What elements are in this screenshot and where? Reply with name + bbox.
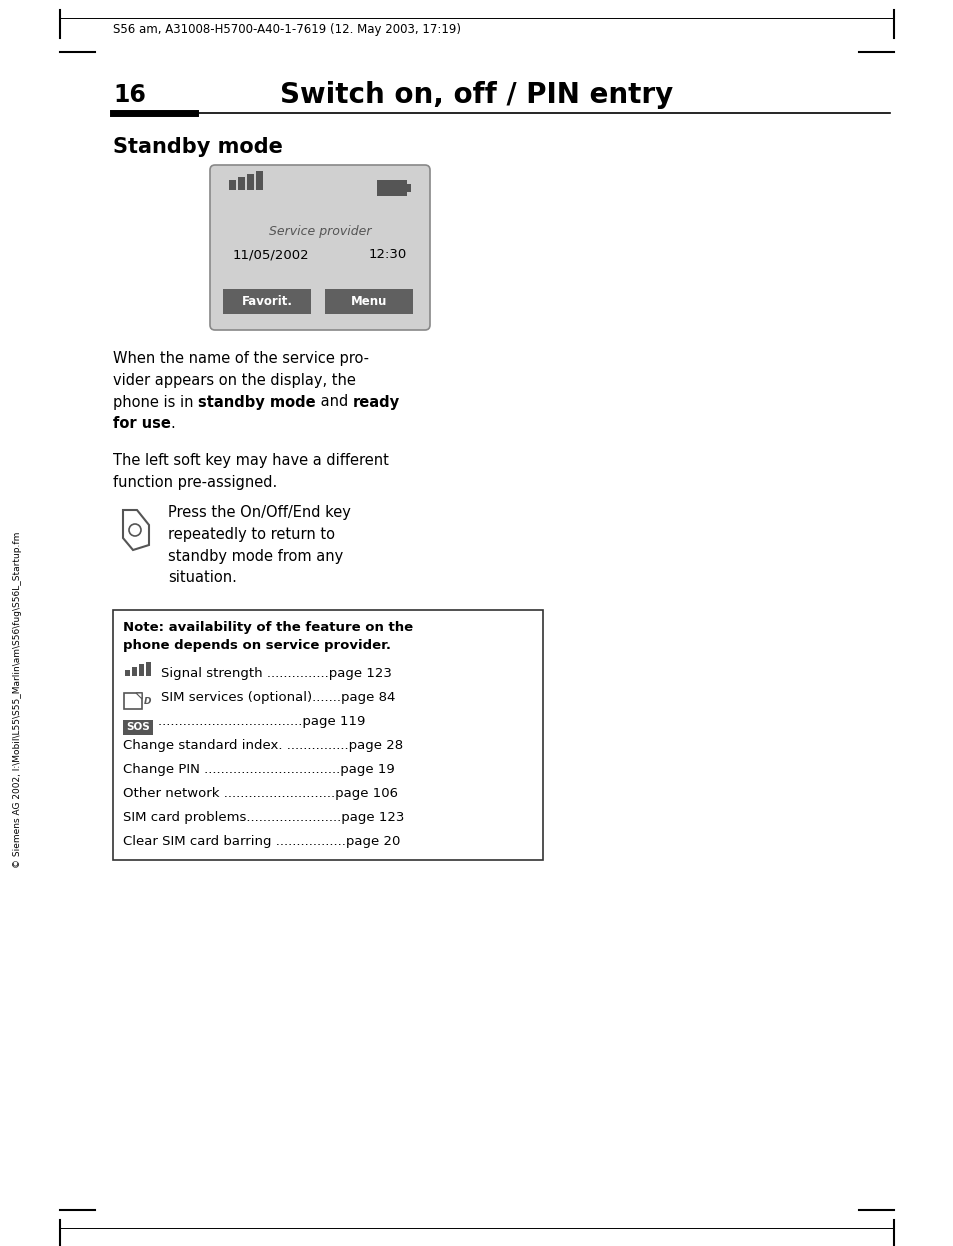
Text: © Siemens AG 2002, I:\Mobil\L55\S55_Marlin\am\S56\fug\S56L_Startup.fm: © Siemens AG 2002, I:\Mobil\L55\S55_Marl… <box>13 532 23 868</box>
Text: SIM card problems.......................page 123: SIM card problems.......................… <box>123 810 404 824</box>
Text: for use: for use <box>112 416 171 431</box>
FancyBboxPatch shape <box>112 611 542 860</box>
Text: ready: ready <box>353 395 399 410</box>
Bar <box>223 289 311 314</box>
Bar <box>237 177 245 189</box>
Bar <box>247 174 253 189</box>
Text: situation.: situation. <box>168 571 236 586</box>
Bar <box>124 693 142 709</box>
Text: 16: 16 <box>112 83 146 107</box>
Text: D: D <box>144 697 152 705</box>
Text: function pre-assigned.: function pre-assigned. <box>112 475 277 490</box>
Text: The left soft key may have a different: The left soft key may have a different <box>112 452 389 467</box>
Bar <box>376 179 407 196</box>
Text: standby mode: standby mode <box>198 395 315 410</box>
Text: Signal strength ...............page 123: Signal strength ...............page 123 <box>161 667 392 679</box>
Text: When the name of the service pro-: When the name of the service pro- <box>112 350 369 365</box>
Text: 11/05/2002: 11/05/2002 <box>233 248 310 262</box>
Text: phone is in: phone is in <box>112 395 198 410</box>
Text: repeatedly to return to: repeatedly to return to <box>168 527 335 542</box>
Text: Change PIN .................................page 19: Change PIN .............................… <box>123 763 395 775</box>
Text: ...................................page 119: ...................................page … <box>158 714 365 728</box>
Text: Service provider: Service provider <box>269 226 371 238</box>
Text: Note: availability of the feature on the: Note: availability of the feature on the <box>123 622 413 634</box>
Bar <box>255 171 263 189</box>
Text: Clear SIM card barring .................page 20: Clear SIM card barring .................… <box>123 835 400 847</box>
Text: S56 am, A31008-H5700-A40-1-7619 (12. May 2003, 17:19): S56 am, A31008-H5700-A40-1-7619 (12. May… <box>112 24 460 36</box>
Text: SOS: SOS <box>126 723 150 733</box>
Text: Change standard index. ...............page 28: Change standard index. ...............pa… <box>123 739 403 751</box>
Text: 12:30: 12:30 <box>369 248 407 262</box>
Text: Other network ...........................page 106: Other network ..........................… <box>123 786 397 800</box>
Bar <box>132 667 137 677</box>
Text: vider appears on the display, the: vider appears on the display, the <box>112 373 355 388</box>
Polygon shape <box>136 693 142 699</box>
FancyBboxPatch shape <box>210 164 430 330</box>
Text: Favorit.: Favorit. <box>241 295 293 308</box>
Text: phone depends on service provider.: phone depends on service provider. <box>123 639 391 653</box>
Text: Switch on, off / PIN entry: Switch on, off / PIN entry <box>280 81 673 108</box>
Text: and: and <box>315 395 353 410</box>
Bar <box>229 179 235 189</box>
Bar <box>325 289 413 314</box>
Text: standby mode from any: standby mode from any <box>168 548 343 563</box>
Text: Menu: Menu <box>351 295 387 308</box>
Bar <box>139 664 144 677</box>
Bar <box>123 720 152 735</box>
Text: Standby mode: Standby mode <box>112 137 283 157</box>
Text: SIM services (optional).......page 84: SIM services (optional).......page 84 <box>161 690 395 704</box>
Text: Press the On/Off/End key: Press the On/Off/End key <box>168 505 351 520</box>
Text: .: . <box>171 416 175 431</box>
Bar <box>146 662 151 677</box>
Bar <box>407 184 411 192</box>
Bar <box>125 670 130 677</box>
